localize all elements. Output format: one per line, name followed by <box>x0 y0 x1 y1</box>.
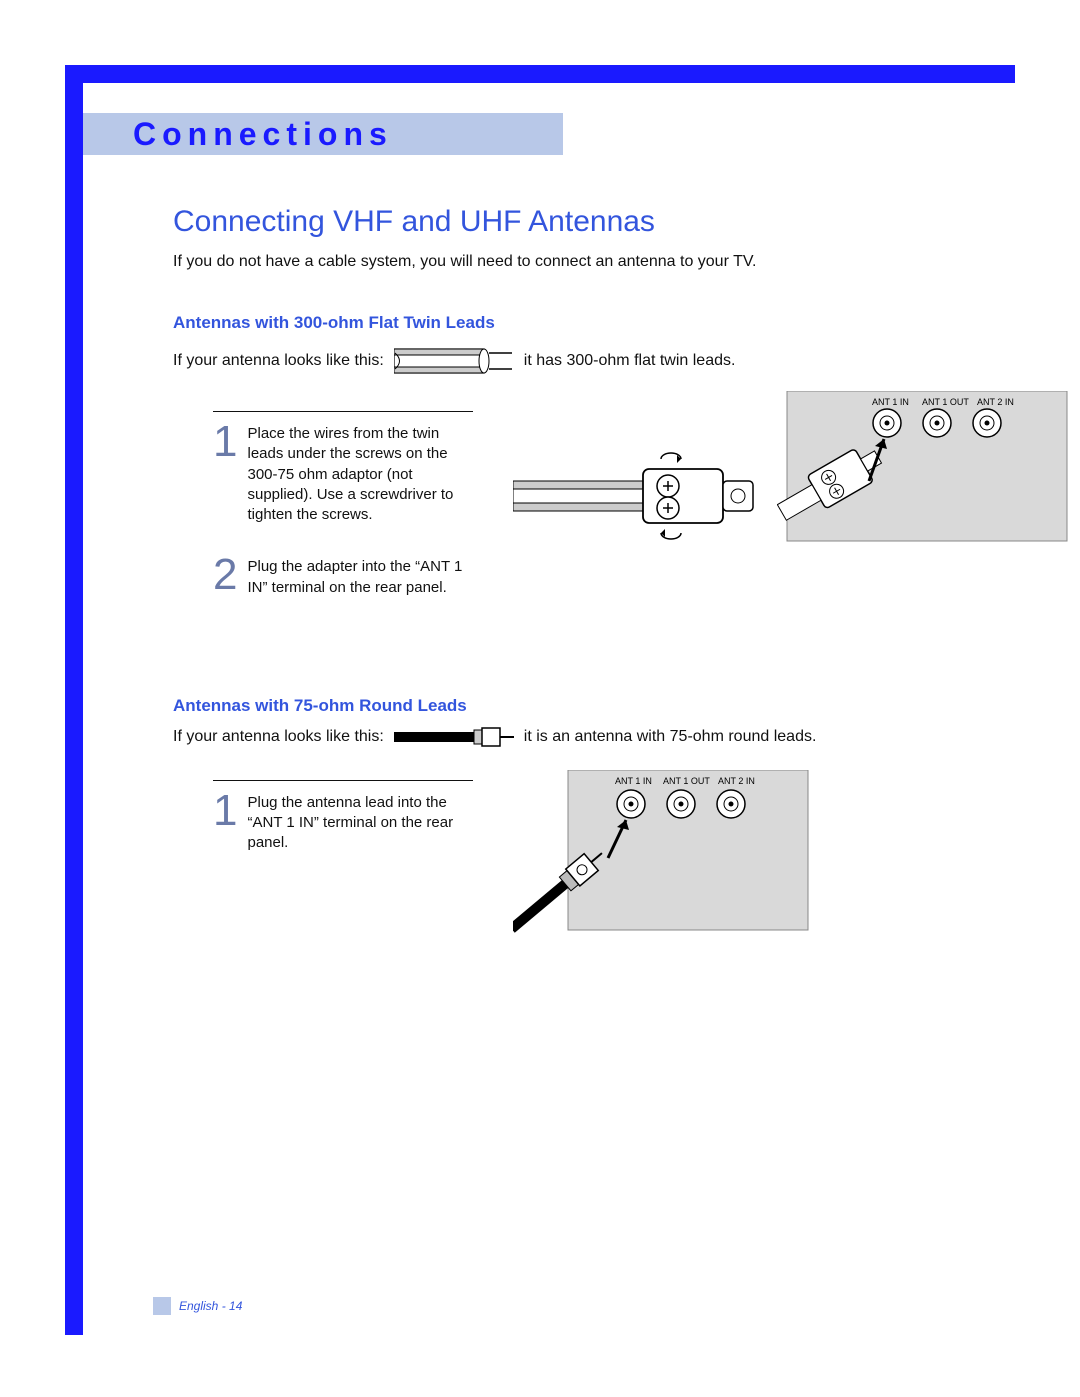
rear-panel-icon: ANT 1 IN ANT 1 OUT ANT 2 IN <box>777 391 1077 551</box>
page-footer: English - 14 <box>153 1297 242 1315</box>
footer-page-label: English - 14 <box>179 1299 242 1313</box>
step-text: Place the wires from the twin leads unde… <box>247 420 473 525</box>
panel-label: ANT 1 IN <box>872 397 909 407</box>
subsection-b-leadin: If your antenna looks like this: <box>173 728 384 746</box>
panel-label: ANT 2 IN <box>977 397 1014 407</box>
step-text: Plug the antenna lead into the “ANT 1 IN… <box>247 789 473 854</box>
subsection-b-heading: Antennas with 75-ohm Round Leads <box>173 696 975 716</box>
section-b-illustration: ANT 1 IN ANT 1 OUT ANT 2 IN <box>513 750 813 945</box>
subsection-a-leadin: If your antenna looks like this: <box>173 352 384 370</box>
flat-twin-lead-icon <box>394 341 514 381</box>
rear-panel-coax-icon: ANT 1 IN ANT 1 OUT ANT 2 IN <box>513 770 813 940</box>
intro-paragraph: If you do not have a cable system, you w… <box>173 253 975 271</box>
panel-label: ANT 1 OUT <box>663 776 710 786</box>
panel-label: ANT 1 OUT <box>922 397 969 407</box>
subsection-b-leadout: it is an antenna with 75-ohm round leads… <box>524 728 817 746</box>
panel-label: ANT 1 IN <box>615 776 652 786</box>
section-a-steps: 1 Place the wires from the twin leads un… <box>213 411 473 598</box>
step-number: 1 <box>213 420 237 525</box>
round-coax-lead-icon <box>394 724 514 750</box>
step-number: 1 <box>213 789 237 854</box>
section-header-bar: Connections <box>83 113 563 155</box>
subsection-b-identify-row: If your antenna looks like this: it is a… <box>173 724 975 750</box>
step-item: 2 Plug the adapter into the “ANT 1 IN” t… <box>213 553 473 598</box>
section-title: Connections <box>133 116 393 153</box>
step-number: 2 <box>213 553 237 598</box>
page-frame: Connections Connecting VHF and UHF Anten… <box>65 65 1015 1335</box>
section-a-illustrations: ANT 1 IN ANT 1 OUT ANT 2 IN <box>513 381 1077 556</box>
subsection-a-leadout: it has 300-ohm flat twin leads. <box>524 352 736 370</box>
step-text: Plug the adapter into the “ANT 1 IN” ter… <box>247 553 473 598</box>
page-heading: Connecting VHF and UHF Antennas <box>173 205 975 239</box>
subsection-a-identify-row: If your antenna looks like this: it has … <box>173 341 975 381</box>
adaptor-icon <box>513 441 773 551</box>
section-b-steps: 1 Plug the antenna lead into the “ANT 1 … <box>213 780 473 854</box>
panel-label: ANT 2 IN <box>718 776 755 786</box>
step-item: 1 Plug the antenna lead into the “ANT 1 … <box>213 789 473 854</box>
step-item: 1 Place the wires from the twin leads un… <box>213 420 473 525</box>
footer-decor-block <box>153 1297 171 1315</box>
subsection-a-heading: Antennas with 300-ohm Flat Twin Leads <box>173 313 975 333</box>
